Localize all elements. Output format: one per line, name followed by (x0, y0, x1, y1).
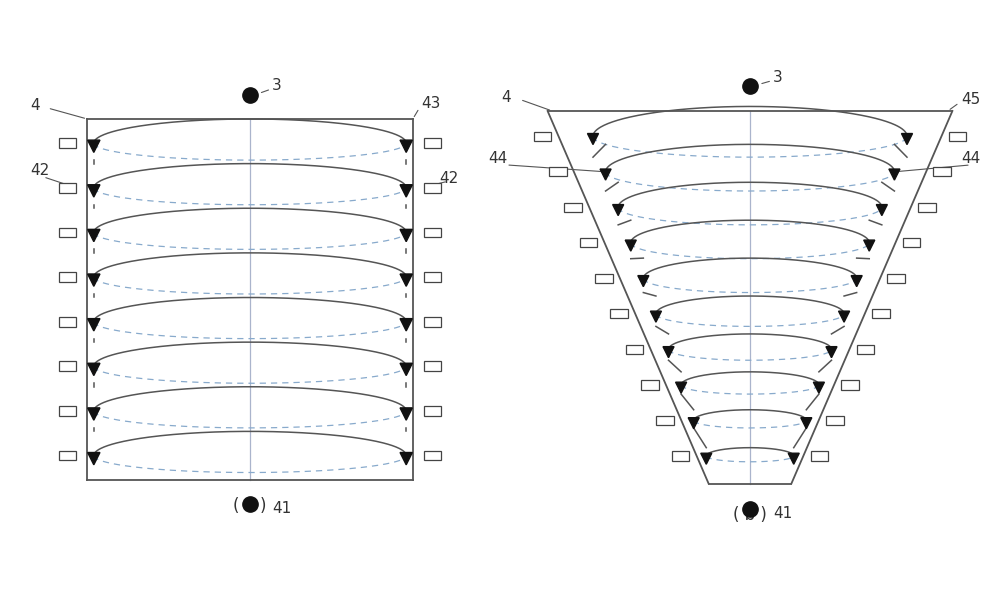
Polygon shape (88, 363, 100, 376)
Bar (59, 138, 76, 148)
Bar (424, 138, 441, 148)
Polygon shape (400, 318, 412, 331)
Polygon shape (801, 418, 812, 429)
Polygon shape (701, 453, 712, 464)
Bar (424, 361, 441, 371)
Bar (424, 183, 441, 193)
Polygon shape (663, 347, 674, 358)
Bar (626, 345, 643, 354)
Text: ( b ): ( b ) (733, 506, 767, 524)
Polygon shape (88, 318, 100, 331)
Bar (595, 274, 613, 283)
Bar (672, 452, 689, 461)
Bar (424, 272, 441, 282)
Text: 42: 42 (439, 172, 458, 187)
Bar (549, 167, 567, 176)
Polygon shape (88, 274, 100, 287)
Bar (918, 203, 936, 212)
Bar (903, 238, 920, 247)
Text: 44: 44 (962, 150, 981, 166)
Bar (424, 228, 441, 237)
Bar (59, 406, 76, 416)
Polygon shape (889, 169, 900, 180)
Polygon shape (400, 363, 412, 376)
Text: 4: 4 (30, 98, 40, 113)
Bar (424, 406, 441, 416)
Polygon shape (788, 453, 799, 464)
Text: 45: 45 (962, 92, 981, 107)
Text: 42: 42 (30, 163, 49, 178)
Bar (641, 380, 659, 389)
Polygon shape (676, 382, 687, 393)
Bar (424, 451, 441, 461)
Polygon shape (600, 169, 611, 180)
Polygon shape (400, 185, 412, 197)
Polygon shape (88, 229, 100, 241)
Bar (59, 228, 76, 237)
Bar (857, 345, 874, 354)
Bar (826, 416, 844, 425)
Bar (564, 203, 582, 212)
Polygon shape (851, 276, 862, 287)
Bar (949, 132, 966, 141)
Polygon shape (400, 453, 412, 465)
Polygon shape (688, 418, 699, 429)
Polygon shape (901, 134, 913, 144)
Polygon shape (400, 229, 412, 241)
Polygon shape (400, 274, 412, 287)
Text: 43: 43 (422, 96, 441, 111)
Bar (872, 309, 890, 318)
Polygon shape (839, 311, 850, 322)
Text: 44: 44 (488, 150, 507, 166)
Polygon shape (876, 205, 887, 216)
Polygon shape (88, 408, 100, 420)
Text: 4: 4 (502, 90, 511, 105)
Polygon shape (88, 140, 100, 152)
Polygon shape (88, 453, 100, 465)
Polygon shape (813, 382, 824, 393)
Bar (610, 309, 628, 318)
Bar (59, 361, 76, 371)
Bar (811, 452, 828, 461)
Polygon shape (400, 408, 412, 420)
Text: ( a ): ( a ) (233, 497, 267, 515)
Polygon shape (625, 240, 636, 251)
Text: 41: 41 (773, 506, 792, 521)
Bar (59, 183, 76, 193)
Bar (59, 317, 76, 326)
Polygon shape (613, 205, 624, 216)
Text: 41: 41 (272, 501, 291, 516)
Polygon shape (826, 347, 837, 358)
Polygon shape (88, 185, 100, 197)
Bar (580, 238, 597, 247)
Polygon shape (638, 276, 649, 287)
Polygon shape (864, 240, 875, 251)
Bar (59, 272, 76, 282)
Text: 3: 3 (272, 78, 282, 93)
Bar (887, 274, 905, 283)
Polygon shape (587, 134, 599, 144)
Polygon shape (650, 311, 661, 322)
Polygon shape (400, 140, 412, 152)
Bar (841, 380, 859, 389)
Bar (424, 317, 441, 326)
Bar (933, 167, 951, 176)
Bar (534, 132, 551, 141)
Bar (59, 451, 76, 461)
Bar (656, 416, 674, 425)
Text: 3: 3 (773, 70, 783, 85)
